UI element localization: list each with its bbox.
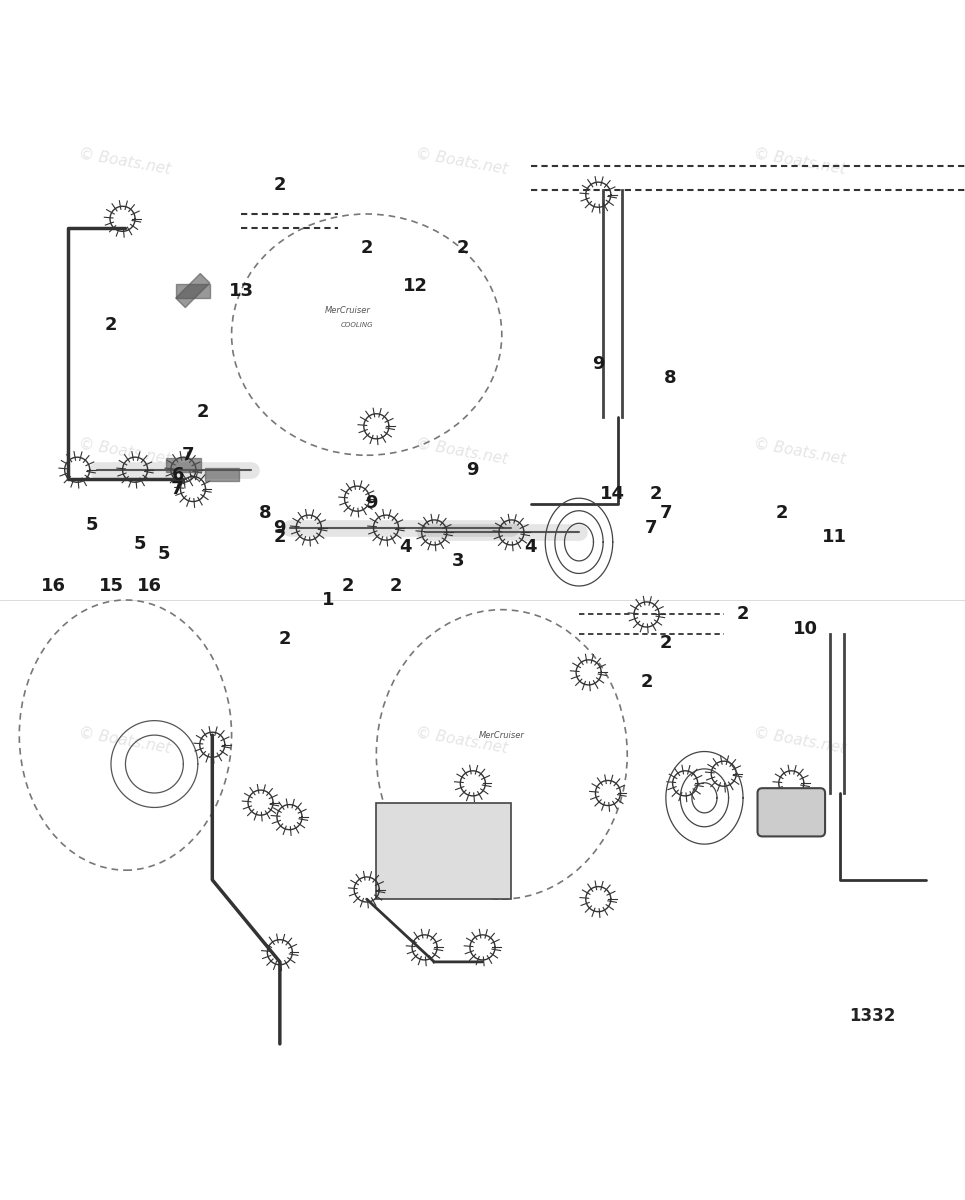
Text: 16: 16 — [41, 576, 66, 594]
Text: 7: 7 — [646, 518, 657, 536]
Text: © Boats.net: © Boats.net — [753, 146, 847, 178]
Text: 14: 14 — [600, 485, 625, 503]
Text: 5: 5 — [86, 516, 97, 534]
Text: 1332: 1332 — [849, 1007, 896, 1025]
Text: © Boats.net: © Boats.net — [415, 726, 510, 756]
Text: 13: 13 — [229, 282, 254, 300]
Text: 15: 15 — [98, 576, 124, 594]
Text: 5: 5 — [158, 545, 170, 563]
Text: © Boats.net: © Boats.net — [415, 146, 510, 178]
Text: 6: 6 — [173, 466, 184, 484]
Text: 2: 2 — [641, 673, 652, 691]
Text: 2: 2 — [650, 485, 662, 503]
Text: 16: 16 — [137, 576, 162, 594]
Text: 4: 4 — [400, 538, 411, 556]
FancyBboxPatch shape — [758, 788, 825, 836]
Text: COOLING: COOLING — [341, 322, 373, 328]
Text: © Boats.net: © Boats.net — [77, 146, 172, 178]
Text: 2: 2 — [274, 176, 286, 194]
Bar — [166, 458, 201, 472]
Bar — [376, 803, 511, 899]
Bar — [176, 284, 210, 298]
Text: 1: 1 — [322, 590, 334, 608]
Text: © Boats.net: © Boats.net — [415, 436, 510, 467]
Text: 2: 2 — [457, 239, 469, 257]
Text: © Boats.net: © Boats.net — [77, 726, 172, 756]
Text: 2: 2 — [105, 316, 117, 334]
Text: 2: 2 — [279, 630, 290, 648]
Text: 2: 2 — [390, 576, 401, 594]
Text: 10: 10 — [793, 620, 818, 638]
Text: 7: 7 — [660, 504, 672, 522]
Text: 2: 2 — [274, 528, 286, 546]
Text: 2: 2 — [776, 504, 787, 522]
Text: © Boats.net: © Boats.net — [77, 436, 172, 467]
Text: 4: 4 — [525, 538, 537, 556]
Bar — [205, 468, 239, 481]
Text: 7: 7 — [171, 480, 182, 498]
Text: 2: 2 — [737, 606, 749, 624]
Text: 2: 2 — [342, 576, 353, 594]
Text: 9: 9 — [593, 354, 604, 372]
Text: © Boats.net: © Boats.net — [753, 726, 847, 756]
Text: 7: 7 — [182, 446, 194, 464]
Text: MerCruiser: MerCruiser — [479, 731, 525, 739]
Text: © Boats.net: © Boats.net — [753, 436, 847, 467]
Text: 9: 9 — [467, 461, 479, 479]
Bar — [176, 274, 209, 307]
Text: 8: 8 — [664, 370, 677, 388]
Text: 8: 8 — [259, 504, 272, 522]
Text: 5: 5 — [134, 535, 146, 553]
Text: MerCruiser: MerCruiser — [324, 306, 371, 314]
Text: 9: 9 — [274, 518, 286, 536]
Text: 2: 2 — [197, 403, 208, 421]
Text: 12: 12 — [402, 277, 427, 295]
Text: 9: 9 — [366, 494, 377, 512]
Text: 2: 2 — [660, 635, 672, 653]
Text: 3: 3 — [453, 552, 464, 570]
Text: 11: 11 — [822, 528, 847, 546]
Text: 2: 2 — [361, 239, 372, 257]
